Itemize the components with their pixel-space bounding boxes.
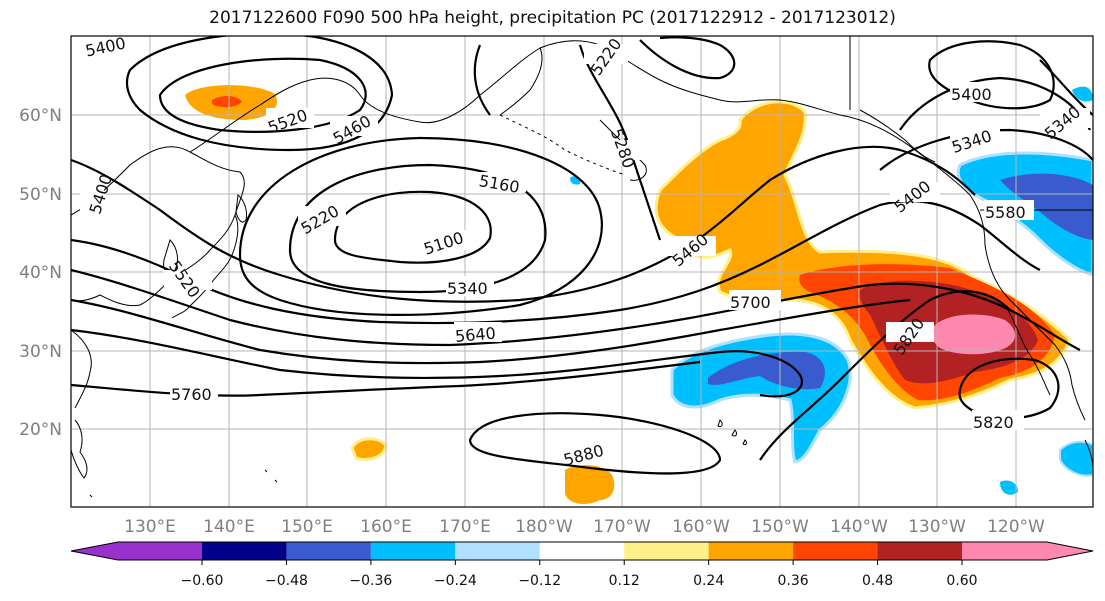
lat-axis: 60°N 50°N 40°N 30°N 20°N	[19, 106, 62, 440]
colorbar-tick-label: 0.24	[693, 573, 724, 589]
lat-label: 20°N	[19, 420, 62, 440]
colorbar-bin	[877, 542, 962, 560]
lon-label: 130°W	[908, 517, 966, 537]
lon-label: 150°E	[281, 517, 333, 537]
lon-label: 140°E	[203, 517, 255, 537]
colorbar-tick-label: 0.60	[946, 573, 977, 589]
contour-label: 5820	[973, 413, 1014, 432]
coastlines	[71, 36, 1093, 498]
lon-label: 160°W	[672, 517, 730, 537]
colorbar-tick-label: −0.12	[518, 573, 561, 589]
colorbar-outline	[70, 541, 1094, 561]
colorbar-labels: −0.60 −0.48 −0.36 −0.24 −0.12 0.12 0.24 …	[181, 573, 978, 589]
graticule	[71, 36, 1093, 507]
colorbar-tick-label: 0.12	[609, 573, 640, 589]
colorbar-tick-label: −0.48	[265, 573, 308, 589]
contour-label: 5580	[985, 203, 1026, 222]
precip-shading	[185, 85, 1093, 504]
map-panel: 5400 5520 5460 5220 5160 5100 5340 5640 …	[70, 35, 1094, 508]
colorbar-bin	[286, 542, 371, 560]
lon-label: 130°E	[124, 517, 176, 537]
colorbar-ticks	[201, 560, 963, 565]
colorbar-tick-label: 0.36	[778, 573, 809, 589]
lon-label: 170°E	[439, 517, 491, 537]
colorbar-tick-label: −0.36	[349, 573, 392, 589]
lat-label: 50°N	[19, 185, 62, 205]
colorbar-bin	[455, 542, 540, 560]
lon-label: 140°W	[830, 517, 888, 537]
colorbar-bin	[71, 542, 202, 560]
colorbar-bin	[370, 542, 456, 560]
map-frame	[70, 35, 1094, 508]
lon-axis: 130°E 140°E 150°E 160°E 170°E 180°W 170°…	[124, 517, 1045, 537]
contour-label: 5400	[951, 85, 992, 104]
colorbar-bin	[793, 542, 878, 560]
lon-label: 180°W	[515, 517, 573, 537]
colorbar-bin	[539, 542, 625, 560]
contour-label: 5700	[730, 293, 771, 312]
lon-label: 160°E	[360, 517, 412, 537]
contour-label: 5640	[454, 323, 496, 345]
colorbar-tick-label: −0.60	[181, 573, 224, 589]
colorbar-tick-label: 0.48	[862, 573, 893, 589]
lat-label: 60°N	[19, 106, 62, 126]
lon-label: 150°W	[751, 517, 809, 537]
colorbar-bin	[202, 542, 287, 560]
contour-label: 5340	[447, 279, 488, 298]
colorbar-bin	[962, 542, 1093, 560]
colorbar-tick-label: −0.24	[434, 573, 477, 589]
lat-label: 30°N	[19, 342, 62, 362]
colorbar-bin	[624, 542, 709, 560]
lat-label: 40°N	[19, 263, 62, 283]
figure-title: 2017122600 F090 500 hPa height, precipit…	[209, 8, 896, 28]
lon-label: 120°W	[987, 517, 1045, 537]
colorbar-bin	[708, 542, 794, 560]
colorbar-segments	[71, 542, 1093, 560]
lon-label: 170°W	[593, 517, 651, 537]
colorbar: −0.60 −0.48 −0.36 −0.24 −0.12 0.12 0.24 …	[70, 541, 1094, 589]
contour-label: 5760	[171, 385, 212, 404]
height-contours	[71, 36, 1093, 475]
contour-labels: 5400 5520 5460 5220 5160 5100 5340 5640 …	[80, 36, 1090, 470]
